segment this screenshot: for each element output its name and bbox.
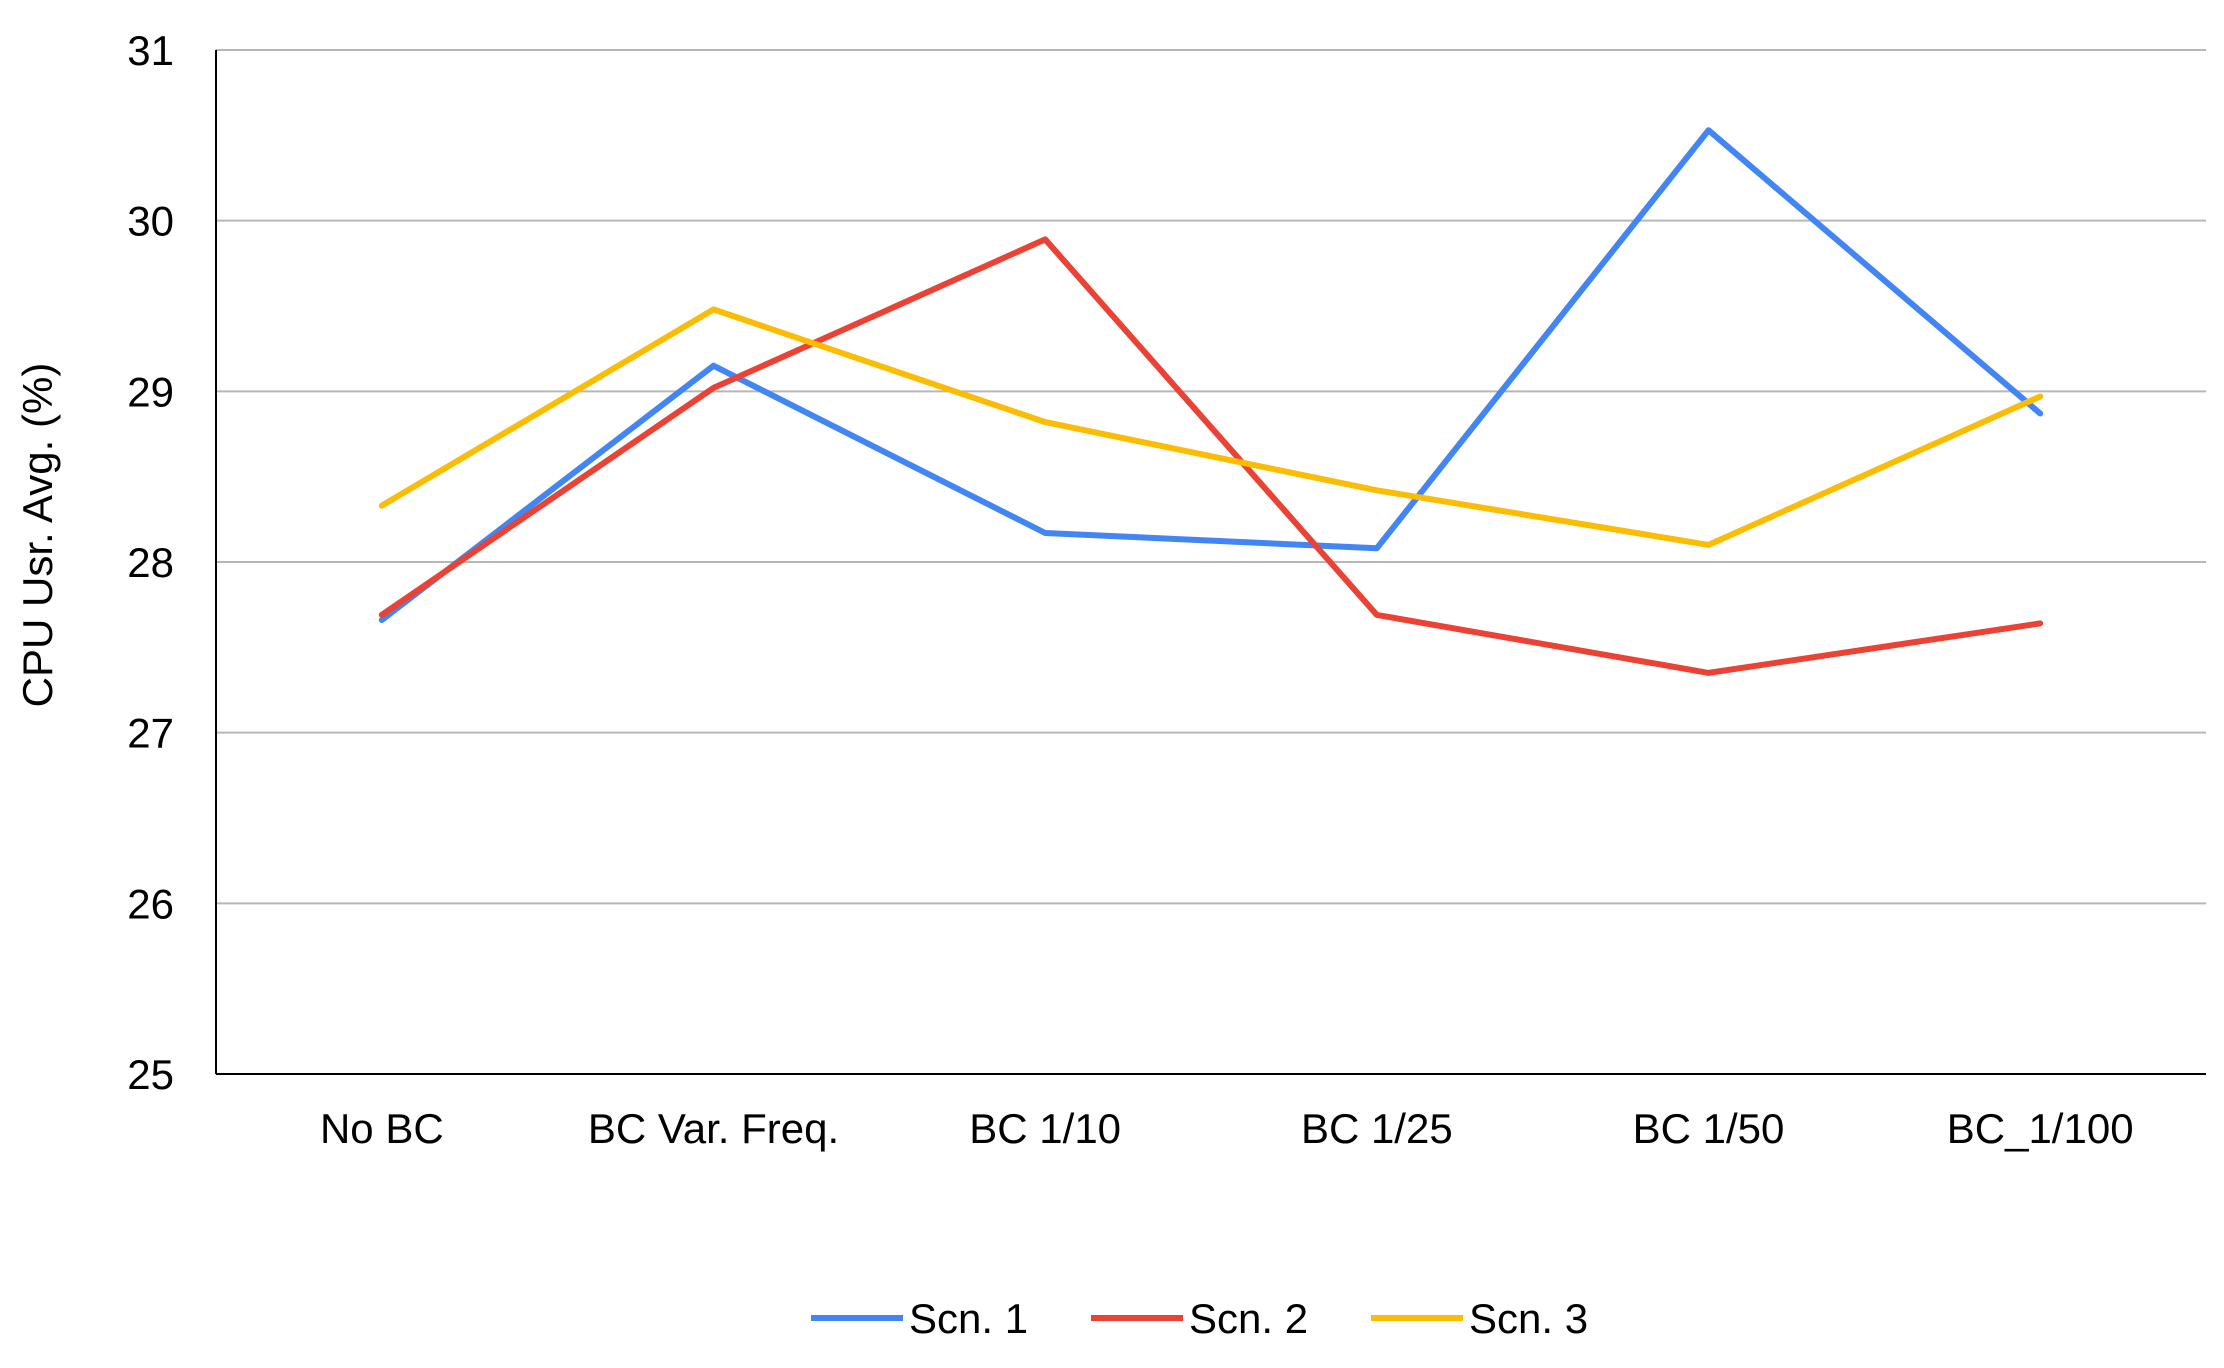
y-axis-title: CPU Usr. Avg. (%) xyxy=(14,363,61,708)
legend-label: Scn. 1 xyxy=(909,1295,1028,1342)
y-tick-label: 26 xyxy=(127,880,174,927)
y-tick-label: 27 xyxy=(127,710,174,757)
x-tick-labels: No BC BC Var. Freq. BC 1/10 BC 1/25 BC 1/50 B… xyxy=(320,1105,2134,1152)
x-tick-label: BC 1/10 xyxy=(969,1105,1121,1152)
x-tick-label: BC_1/100 xyxy=(1947,1105,2134,1152)
y-tick-label: 25 xyxy=(127,1051,174,1098)
gridlines xyxy=(216,49,2206,905)
y-tick-label: 28 xyxy=(127,539,174,586)
series-line-2 xyxy=(378,236,2044,676)
x-tick-label: BC 1/25 xyxy=(1301,1105,1453,1152)
legend-label: Scn. 2 xyxy=(1189,1295,1308,1342)
x-tick-label: No BC xyxy=(320,1105,444,1152)
series-line-3 xyxy=(378,306,2044,548)
legend: Scn. 1 Scn. 2 Scn. 3 xyxy=(811,1295,1588,1342)
series-lines xyxy=(378,127,2044,676)
legend-label: Scn. 3 xyxy=(1469,1295,1588,1342)
x-tick-label: BC 1/50 xyxy=(1633,1105,1785,1152)
y-tick-labels: 25 26 27 28 29 30 31 xyxy=(127,27,174,1098)
y-tick-label: 31 xyxy=(127,27,174,74)
y-tick-label: 29 xyxy=(127,368,174,415)
axes xyxy=(215,50,2206,1075)
y-tick-label: 30 xyxy=(127,198,174,245)
x-tick-label: BC Var. Freq. xyxy=(588,1105,839,1152)
series-line-1 xyxy=(378,127,2044,623)
